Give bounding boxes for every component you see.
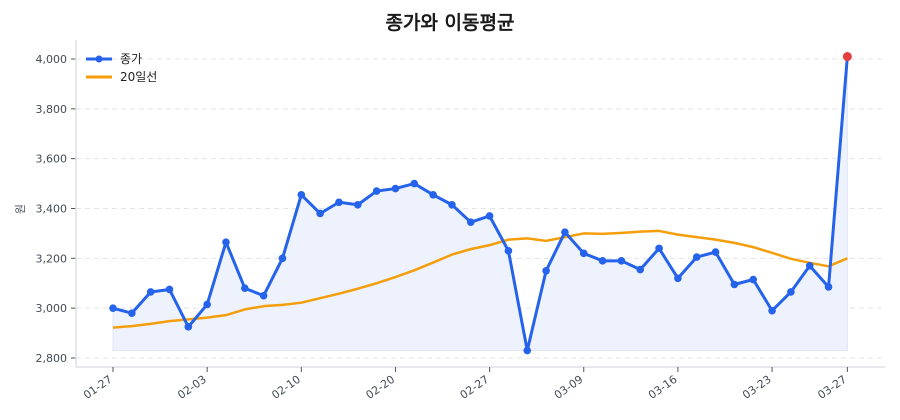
y-tick-label: 3,800 bbox=[36, 103, 68, 116]
y-tick-label: 2,800 bbox=[36, 352, 68, 365]
close-fill-area bbox=[112, 56, 848, 352]
close-marker bbox=[692, 253, 701, 261]
close-marker bbox=[485, 212, 494, 220]
y-axis-label: 원 bbox=[14, 204, 27, 214]
chart-title: 종가와 이동평균 bbox=[385, 12, 515, 34]
close-marker bbox=[730, 280, 739, 289]
x-tick-label: 02-27 bbox=[458, 373, 492, 402]
close-marker bbox=[466, 218, 475, 227]
ma20-line bbox=[112, 229, 848, 329]
x-tick-label: 03-23 bbox=[740, 373, 774, 402]
close-marker bbox=[768, 306, 776, 315]
close-marker bbox=[203, 300, 211, 309]
close-marker bbox=[410, 179, 419, 188]
close-marker bbox=[561, 228, 569, 236]
close-marker bbox=[824, 283, 833, 291]
x-tick-label: 03-27 bbox=[815, 373, 849, 402]
legend-label-close: 종가 bbox=[120, 52, 142, 66]
legend-label-ma20: 20일선 bbox=[120, 70, 157, 84]
x-tick-label: 01-27 bbox=[81, 373, 115, 402]
close-marker bbox=[523, 346, 532, 355]
close-marker bbox=[749, 275, 758, 284]
x-tick-label: 02-20 bbox=[364, 373, 398, 402]
x-tick-label: 03-09 bbox=[552, 373, 586, 402]
close-marker bbox=[146, 288, 155, 296]
close-marker bbox=[617, 257, 626, 265]
close-marker bbox=[805, 262, 814, 270]
close-marker bbox=[109, 304, 117, 312]
close-line bbox=[112, 56, 849, 353]
close-marker bbox=[636, 265, 645, 274]
close-marker bbox=[222, 238, 230, 246]
close-marker bbox=[165, 285, 174, 294]
close-marker bbox=[542, 266, 550, 275]
close-marker bbox=[259, 291, 268, 300]
close-marker bbox=[504, 247, 513, 255]
y-tick-label: 3,200 bbox=[36, 252, 68, 265]
latest-close-marker bbox=[842, 52, 852, 62]
close-marker bbox=[429, 190, 437, 199]
close-marker bbox=[711, 248, 720, 256]
close-marker bbox=[579, 249, 588, 258]
close-marker bbox=[598, 257, 607, 265]
close-marker bbox=[241, 284, 249, 293]
close-marker bbox=[184, 323, 193, 331]
close-marker bbox=[128, 309, 136, 317]
x-tick-label: 02-10 bbox=[269, 373, 303, 402]
y-tick-label: 3,000 bbox=[36, 302, 68, 315]
close-marker bbox=[391, 184, 400, 193]
close-marker bbox=[316, 209, 324, 218]
close-marker bbox=[335, 198, 343, 207]
plot-area bbox=[109, 52, 852, 355]
y-tick-label: 4,000 bbox=[36, 53, 68, 66]
close-marker bbox=[655, 244, 663, 253]
close-marker bbox=[674, 274, 682, 283]
x-tick-label: 02-03 bbox=[175, 373, 209, 402]
close-marker bbox=[787, 288, 795, 296]
y-tick-label: 3,600 bbox=[36, 153, 68, 166]
legend-close-marker bbox=[95, 55, 103, 63]
legend: 종가 20일선 bbox=[86, 52, 157, 84]
close-marker bbox=[448, 200, 456, 209]
y-tick-label: 3,400 bbox=[36, 203, 68, 216]
x-tick-label: 03-16 bbox=[646, 373, 680, 402]
close-marker bbox=[372, 187, 381, 195]
close-marker bbox=[297, 190, 306, 199]
close-marker bbox=[278, 254, 287, 263]
close-marker bbox=[353, 200, 362, 209]
